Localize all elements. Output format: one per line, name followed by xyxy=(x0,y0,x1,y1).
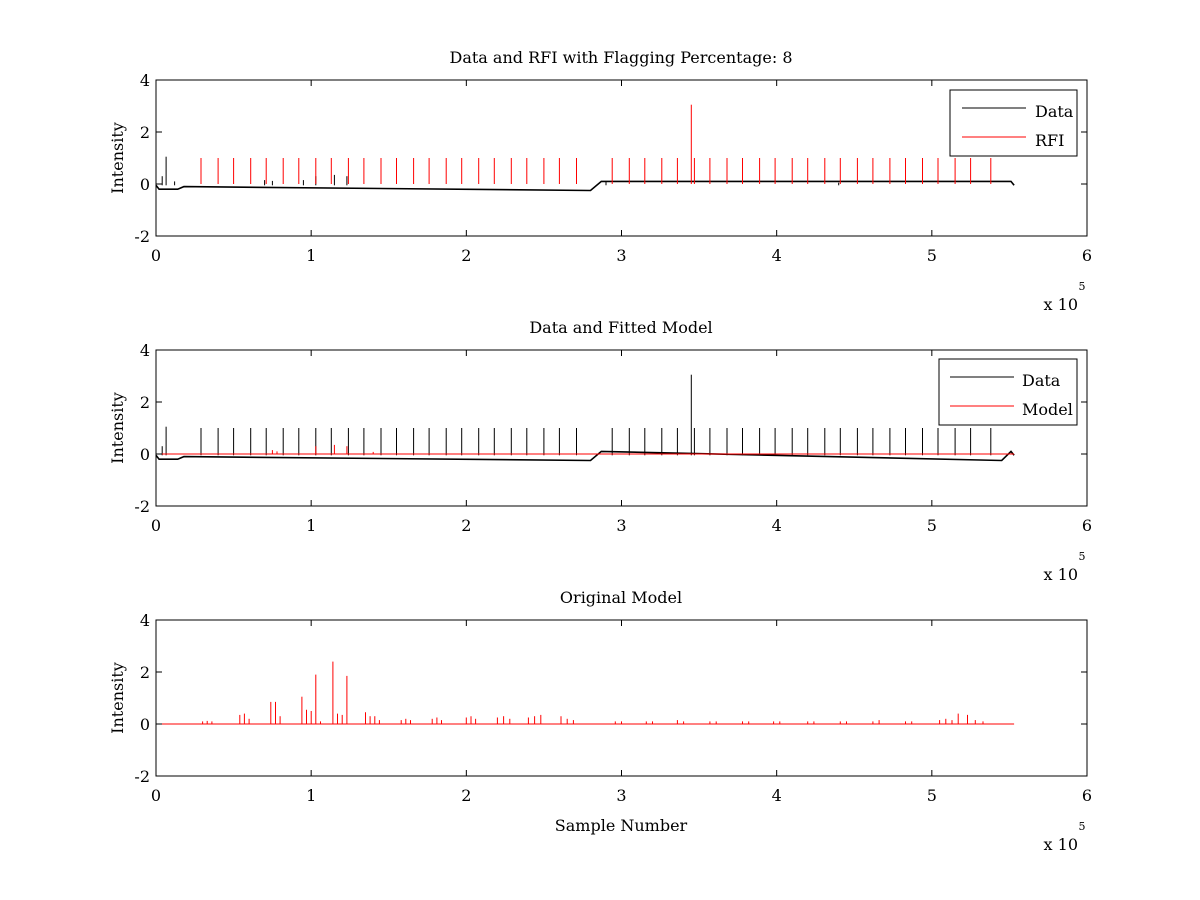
panel-2-plot-layer xyxy=(155,374,1015,462)
panel-3-axes-frame xyxy=(155,619,1088,777)
panel-3-xtick-label-6: 6 xyxy=(1082,786,1092,805)
panel-2-ylabel: Intensity xyxy=(108,392,127,464)
panel-3-xtick-label-0: 0 xyxy=(151,786,161,805)
panel-2-title: Data and Fitted Model xyxy=(529,318,712,337)
panel-1-xtick-label-0: 0 xyxy=(151,246,161,265)
panel-3-title: Original Model xyxy=(560,588,682,607)
panel-3-xtick-label-2: 2 xyxy=(461,786,471,805)
panel-3-plot-layer xyxy=(156,661,1015,725)
panel-2-xtick-label-1: 1 xyxy=(306,516,316,535)
panel-2-ytick-label--2: -2 xyxy=(134,497,150,516)
panel-1-xtick-label-5: 5 xyxy=(927,246,937,265)
panel-2-xtick-label-2: 2 xyxy=(461,516,471,535)
panel-3-xtick-label-1: 1 xyxy=(306,786,316,805)
panel-1-x-multiplier: x 10 xyxy=(1044,295,1078,314)
panel-1-ytick-label-2: 2 xyxy=(140,123,150,142)
panel-2-x-multiplier: x 10 xyxy=(1044,565,1078,584)
panel-1-legend-label-rfi: RFI xyxy=(1035,131,1064,150)
panel-3-x-multiplier-exp: 5 xyxy=(1079,820,1086,833)
panel-1-legend: Data RFI xyxy=(949,89,1078,157)
panel-1-axes-frame xyxy=(155,79,1088,237)
panel-2-legend-label-model: Model xyxy=(1022,400,1073,419)
panel-3-xtick-label-5: 5 xyxy=(927,786,937,805)
panel-2-axes-frame xyxy=(155,349,1088,507)
panel-2-xtick-label-6: 6 xyxy=(1082,516,1092,535)
panel-1-plot-layer xyxy=(155,104,1015,192)
panel-3-ytick-label-4: 4 xyxy=(140,611,150,630)
panel-1-data-baseline xyxy=(155,180,1015,192)
panel-2-legend-box xyxy=(938,358,1078,426)
panel-2-legend-label-data: Data xyxy=(1022,371,1061,390)
panel-2-x-multiplier-exp: 5 xyxy=(1079,550,1086,563)
panel-1: Data and RFI with Flagging Percentage: 8… xyxy=(108,48,1092,314)
panel-2-xtick-label-4: 4 xyxy=(772,516,782,535)
panel-3-xlabel: Sample Number xyxy=(555,816,688,835)
panel-3-x-multiplier: x 10 xyxy=(1044,835,1078,854)
panel-3-ytick-label-2: 2 xyxy=(140,663,150,682)
panel-2-ytick-label-0: 0 xyxy=(140,445,150,464)
panel-1-ytick-label-4: 4 xyxy=(140,71,150,90)
panel-1-xtick-label-3: 3 xyxy=(616,246,626,265)
panel-1-ytick-label-0: 0 xyxy=(140,175,150,194)
panel-2-legend: Data Model xyxy=(938,358,1078,426)
panel-1-ylabel: Intensity xyxy=(108,122,127,194)
panel-1-ytick-label--2: -2 xyxy=(134,227,150,246)
panel-1-title: Data and RFI with Flagging Percentage: 8 xyxy=(449,48,792,67)
panel-2-ytick-label-4: 4 xyxy=(140,341,150,360)
panel-3-xtick-label-4: 4 xyxy=(772,786,782,805)
panel-1-legend-label-data: Data xyxy=(1035,102,1074,121)
panel-1-xtick-label-6: 6 xyxy=(1082,246,1092,265)
panel-2-xtick-label-3: 3 xyxy=(616,516,626,535)
panel-1-xtick-label-4: 4 xyxy=(772,246,782,265)
panel-3-xtick-label-3: 3 xyxy=(616,786,626,805)
panel-3-ylabel: Intensity xyxy=(108,662,127,734)
panel-1-x-multiplier-exp: 5 xyxy=(1079,280,1086,293)
panel-2-xtick-label-0: 0 xyxy=(151,516,161,535)
panel-1-xtick-label-2: 2 xyxy=(461,246,471,265)
panel-1-xtick-label-1: 1 xyxy=(306,246,316,265)
panel-3-ytick-label-0: 0 xyxy=(140,715,150,734)
panel-2: Data and Fitted Model Intensity 0 1 2 3 4 5 6 -… xyxy=(108,318,1092,584)
panel-1-legend-box xyxy=(949,89,1078,157)
panel-2-xtick-label-5: 5 xyxy=(927,516,937,535)
panel-2-ytick-label-2: 2 xyxy=(140,393,150,412)
panel-3-ytick-label--2: -2 xyxy=(134,767,150,786)
